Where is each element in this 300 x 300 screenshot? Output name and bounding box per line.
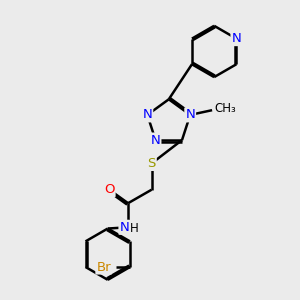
Text: S: S: [147, 157, 156, 170]
Text: Br: Br: [96, 260, 111, 274]
Text: N: N: [142, 108, 152, 122]
Text: N: N: [151, 134, 160, 147]
Text: CH₃: CH₃: [214, 102, 236, 115]
Text: N: N: [119, 221, 129, 234]
Text: O: O: [104, 183, 115, 196]
Text: N: N: [232, 32, 241, 45]
Text: N: N: [185, 108, 195, 122]
Text: H: H: [130, 222, 139, 235]
